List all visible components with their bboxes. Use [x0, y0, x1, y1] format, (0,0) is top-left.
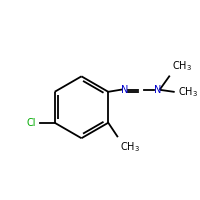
Text: N: N — [121, 85, 128, 95]
Text: CH$_3$: CH$_3$ — [172, 59, 192, 73]
Text: N: N — [154, 85, 161, 95]
Text: CH$_3$: CH$_3$ — [178, 85, 198, 99]
Text: Cl: Cl — [27, 118, 36, 128]
Text: CH$_3$: CH$_3$ — [120, 140, 140, 154]
